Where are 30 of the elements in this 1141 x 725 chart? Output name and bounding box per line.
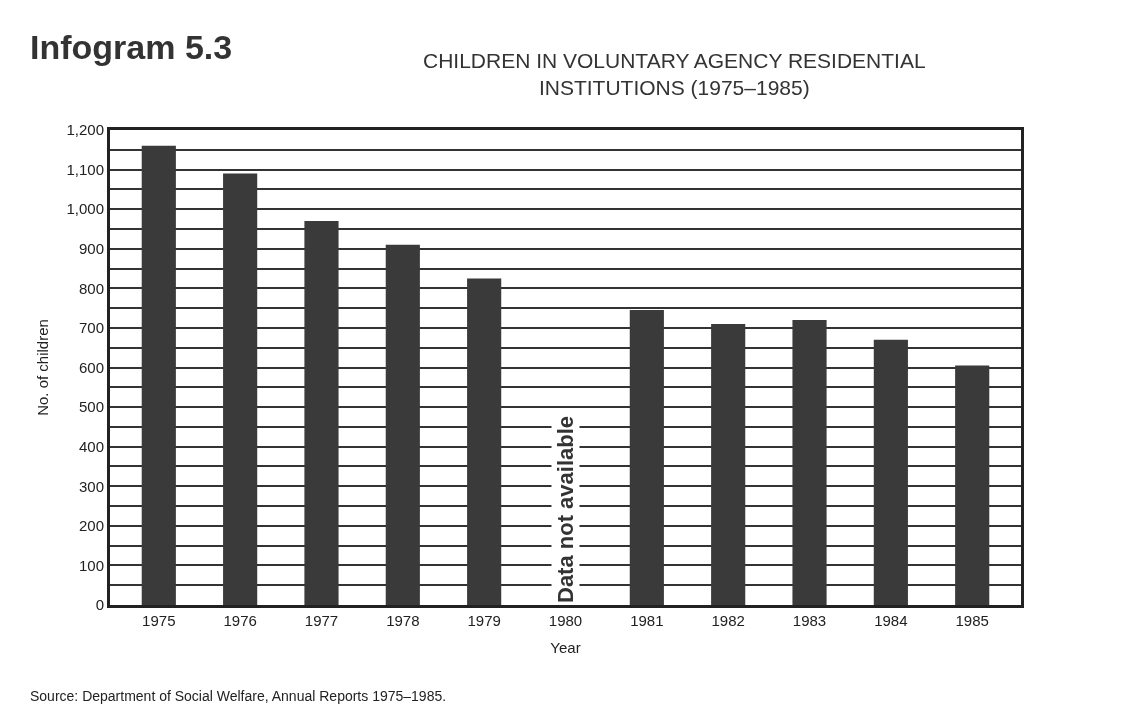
y-tick-label: 0: [95, 596, 104, 614]
x-tick-label: 1984: [874, 612, 908, 629]
y-tick-label: 1,200: [66, 121, 104, 139]
x-tick-label: 1981: [630, 612, 664, 629]
y-tick-label: 900: [78, 240, 104, 257]
y-tick-label: 500: [78, 398, 104, 416]
x-tick-label: 1976: [223, 612, 257, 629]
source-note: Source: Department of Social Welfare, Annual Reports 1975–1985.: [30, 688, 447, 704]
x-tick-label: 1977: [304, 612, 339, 629]
y-tick-label: 700: [78, 319, 104, 337]
y-tick-label: 400: [78, 437, 104, 455]
x-axis-title: Year: [550, 639, 581, 656]
y-axis-title: No. of children: [33, 319, 51, 416]
chart-title: Infogram 5.3: [30, 28, 233, 66]
y-tick-label: 1,000: [66, 200, 104, 218]
y-tick-label: 1,100: [66, 160, 104, 178]
y-tick-label: 300: [78, 477, 104, 495]
chart-subtitle: CHILDREN IN VOLUNTARY AGENCY RESIDENTIAL INSTITUTIONS (1975–1985): [423, 49, 926, 100]
y-tick-label: 800: [78, 279, 104, 297]
x-tick-label: 1980: [548, 612, 583, 629]
y-tick-label: 200: [78, 517, 104, 535]
y-tick-label: 100: [78, 556, 104, 574]
x-tick-label: 1983: [792, 612, 827, 629]
x-tick-label: 1982: [711, 612, 745, 629]
x-tick-label: 1975: [142, 612, 176, 629]
y-tick-label: 600: [78, 358, 104, 376]
x-tick-label: 1985: [955, 612, 989, 629]
x-tick-label: 1979: [467, 612, 501, 629]
x-tick-label: 1978: [386, 612, 420, 629]
annotation: Data not available: [553, 415, 578, 603]
